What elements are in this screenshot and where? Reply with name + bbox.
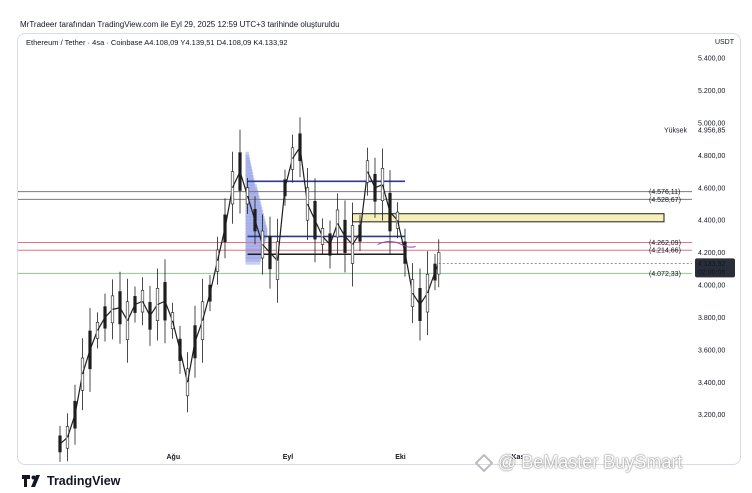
diamond-icon	[475, 453, 493, 472]
time-tick-label: Kas	[512, 454, 525, 461]
candle-body	[433, 263, 437, 281]
time-tick-label: Ağu	[167, 454, 181, 461]
price-tick-label: 4.400,00	[698, 218, 725, 225]
price-level-label: (4.214,66)	[649, 248, 681, 255]
currency-label: USDT	[714, 39, 734, 46]
creator-caption: MrTradeer tarafından TradingView.com ile…	[20, 20, 340, 29]
price-tick-label: 5.200,00	[698, 88, 725, 95]
candle-body	[350, 225, 355, 264]
watermark-text: @ BeMaster BuySmart	[498, 452, 683, 472]
candle-body	[215, 249, 220, 272]
annotation-scribble	[377, 241, 416, 248]
price-tick-label: 4.200,00	[698, 250, 725, 257]
candle-body	[238, 152, 242, 191]
price-tick-label: 4.000,00	[698, 283, 725, 290]
symbol-ohlc-bar: Ethereum / Tether · 4sa · Coinbase A4.10…	[26, 38, 288, 47]
price-level-label: (4.262,09)	[649, 240, 681, 247]
candle-body	[65, 426, 70, 449]
price-level-label: (4.576,11)	[649, 189, 680, 196]
price-tick-label: 4.800,00	[698, 153, 725, 160]
price-tick-label: 4.600,00	[698, 185, 725, 192]
high-marker-value: 4.956,85	[698, 127, 725, 134]
candle-body	[80, 357, 85, 391]
bar-countdown: 02:00:08	[698, 269, 725, 276]
price-path-segment	[276, 187, 286, 261]
price-tick-label: 3.400,00	[698, 380, 725, 387]
volume-profile-bar	[245, 151, 249, 160]
tradingview-icon	[22, 475, 40, 487]
price-level-label: (4.072,33)	[649, 271, 681, 278]
price-tick-label: 3.200,00	[698, 412, 725, 419]
supply-zone-box[interactable]	[352, 213, 665, 223]
price-tick-label: 3.800,00	[698, 315, 725, 322]
price-level-label: (4.528,67)	[649, 197, 681, 204]
candle-body	[380, 168, 385, 202]
price-tick-label: 5.400,00	[698, 56, 725, 63]
watermark: @ BeMaster BuySmart	[475, 452, 682, 473]
candle-body	[260, 230, 265, 259]
candle-body	[245, 187, 250, 205]
current-price-tag	[695, 258, 735, 278]
high-marker-label: Yüksek	[664, 127, 687, 134]
tradingview-logo[interactable]: TradingView	[22, 474, 120, 488]
current-price-value: 4.133,92	[698, 261, 725, 268]
time-tick-label: Eki	[395, 454, 406, 461]
time-tick-label: Eyl	[283, 454, 294, 461]
price-tick-label: 5.000,00	[698, 120, 725, 127]
brand-name: TradingView	[47, 474, 121, 488]
price-tick-label: 3.600,00	[698, 347, 725, 354]
chart-panel[interactable]	[17, 33, 741, 465]
